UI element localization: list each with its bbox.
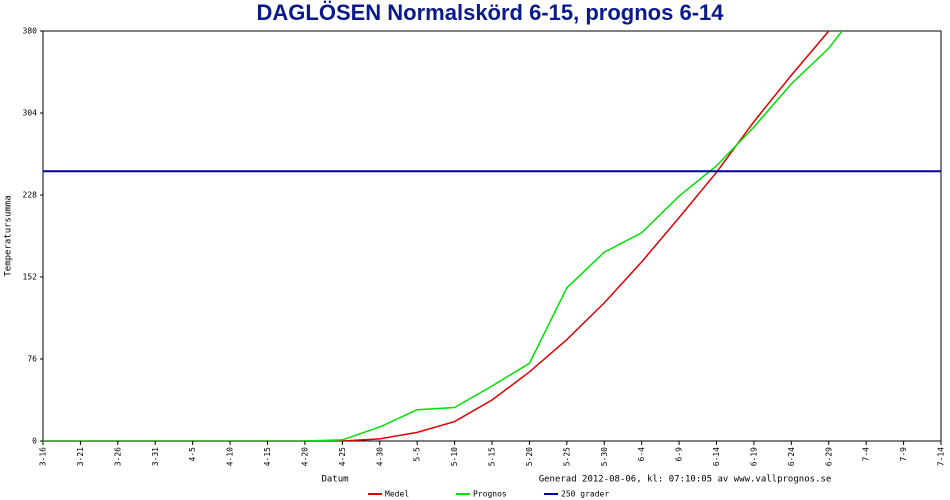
plot-frame [42, 30, 942, 442]
x-tick-label: 5-25 [562, 447, 571, 466]
x-tick-label: 5-20 [525, 447, 534, 466]
x-tick-label: 6-14 [712, 447, 721, 466]
series-line [43, 31, 830, 441]
y-tick-label: 76 [27, 355, 37, 364]
x-tick-label: 4-25 [338, 447, 347, 466]
x-tick-label: 5-10 [450, 447, 459, 466]
x-tick-label: 4-30 [375, 447, 384, 466]
x-tick-label: 6-19 [749, 447, 758, 466]
y-tick-label: 0 [32, 437, 37, 446]
plot-area [43, 31, 941, 441]
x-tick-label: 5-15 [488, 447, 497, 466]
x-tick-label: 4-20 [300, 447, 309, 466]
x-tick-label: 7-14 [937, 447, 946, 466]
x-tick-label: 6-4 [637, 447, 646, 462]
x-tick-label: 7-4 [862, 447, 871, 462]
x-tick-label: 3-21 [76, 447, 85, 466]
legend-label: Medel [385, 490, 409, 499]
y-tick-label: 304 [23, 109, 38, 118]
x-tick-label: 4-15 [263, 447, 272, 466]
x-axis-label: Datum [321, 475, 348, 485]
x-tick-label: 6-24 [787, 447, 796, 466]
legend-label: 250 grader [561, 490, 609, 499]
x-tick-label: 3-31 [151, 447, 160, 466]
y-axis-label: Temperatursumma [4, 195, 14, 276]
y-tick-label: 228 [23, 191, 38, 200]
x-tick-label: 4-10 [226, 447, 235, 466]
x-tick-label: 5-30 [600, 447, 609, 466]
x-tick-label: 6-9 [675, 447, 684, 462]
footer: Generad 2012-08-06, kl: 07:10:05 av www.… [539, 475, 832, 485]
legend-label: Prognos [473, 490, 507, 499]
x-tick-label: 3-26 [113, 447, 122, 466]
x-tick-label: 4-5 [188, 447, 197, 462]
series-line [43, 31, 844, 441]
x-tick-label: 7-9 [899, 447, 908, 462]
y-tick-label: 380 [23, 27, 38, 36]
x-tick-label: 3-16 [39, 447, 48, 466]
chart-title: DAGLÖSEN Normalskörd 6-15, prognos 6-14 [257, 0, 725, 25]
x-tick-label: 5-5 [413, 447, 422, 462]
x-tick-label: 6-29 [824, 447, 833, 466]
y-tick-label: 152 [23, 273, 38, 282]
